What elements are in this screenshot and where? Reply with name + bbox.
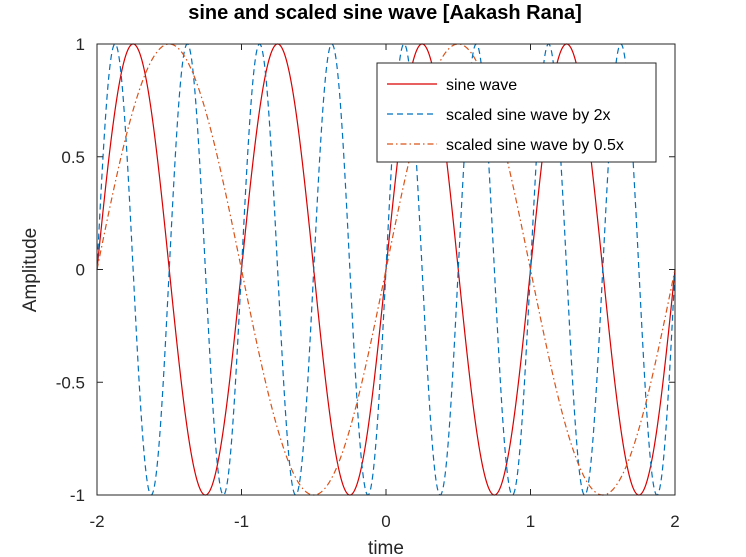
y-tick-label: -0.5 <box>56 373 85 392</box>
chart-title: sine and scaled sine wave [Aakash Rana] <box>188 2 582 24</box>
y-tick-label: 1 <box>76 35 85 54</box>
series-line-3 <box>96 43 676 496</box>
x-tick-labels: -2 -1 0 1 2 <box>89 512 679 531</box>
x-tick-label: 2 <box>670 512 679 531</box>
axes-box <box>96 43 676 496</box>
legend-label-2: scaled sine wave by 2x <box>446 107 611 124</box>
x-tick-label: -2 <box>89 512 104 531</box>
y-tick-labels: -1 -0.5 0 0.5 1 <box>56 35 85 505</box>
y-tick-label: 0 <box>76 261 85 280</box>
x-tick-label: 1 <box>526 512 535 531</box>
y-tick-label: 0.5 <box>61 148 85 167</box>
legend: sine wave scaled sine wave by 2x scaled si… <box>376 62 657 163</box>
legend-label-3: scaled sine wave by 0.5x <box>446 137 624 154</box>
legend-box <box>376 62 657 163</box>
y-tick-label: -1 <box>70 486 85 505</box>
legend-label-1: sine wave <box>446 77 517 94</box>
x-tick-label: -1 <box>234 512 249 531</box>
x-tick-label: 0 <box>381 512 390 531</box>
x-axis-label: time <box>368 538 404 557</box>
y-axis-label: Amplitude <box>20 228 41 313</box>
